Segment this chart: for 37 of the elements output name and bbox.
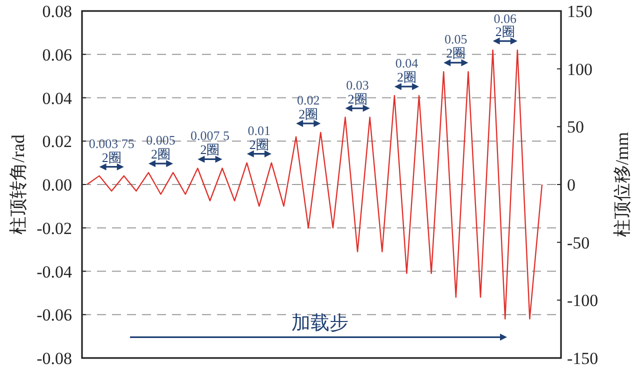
annotation: 2圈 <box>495 24 515 40</box>
annotation: 2圈 <box>348 91 368 106</box>
annotation: 0.01 <box>248 122 271 138</box>
y-tick-label: 0.04 <box>42 88 72 108</box>
annotation: 加载步 <box>292 313 348 334</box>
y-tick-label: -0.04 <box>36 262 72 282</box>
annotation: 0.02 <box>296 92 320 108</box>
y2-tick-label: -100 <box>567 291 598 310</box>
y-tick-label: -0.06 <box>36 306 72 325</box>
annotation: 2圈 <box>249 136 269 152</box>
annotation: 2圈 <box>151 146 171 162</box>
annotation: 0.005 <box>146 132 176 148</box>
y2-tick-label: 150 <box>567 2 592 21</box>
annotation: 0.05 <box>444 32 468 47</box>
annotation: 0.04 <box>395 56 419 71</box>
annotation: 0.06 <box>494 11 517 26</box>
y-tick-label: 0.02 <box>42 132 72 152</box>
annotation: 2圈 <box>446 46 466 61</box>
annotation: 2圈 <box>396 70 416 85</box>
y2-tick-label: -150 <box>567 349 598 368</box>
annotation: 0.007 5 <box>190 128 230 144</box>
annotation: 0.03 <box>346 77 369 92</box>
y2-tick-label: -50 <box>567 233 590 252</box>
y2-tick-label: 50 <box>567 118 584 137</box>
y-axis-title: 柱顶转角/rad <box>8 134 28 234</box>
y-tick-label: -0.08 <box>36 349 72 368</box>
y-tick-label: 0.08 <box>42 2 72 21</box>
annotation: 0.003 75 <box>88 136 134 151</box>
annotation: 2圈 <box>200 142 220 158</box>
y2-axis-title: 柱顶位移/mm <box>612 132 632 238</box>
y-tick-label: 0.06 <box>42 45 72 64</box>
annotation: 2圈 <box>102 150 122 165</box>
y-tick-label: 0.00 <box>42 176 72 194</box>
y-tick-label: -0.02 <box>36 218 72 238</box>
y2-tick-label: 100 <box>567 60 592 79</box>
y2-tick-label: 0 <box>567 176 576 194</box>
annotation: 2圈 <box>298 106 318 122</box>
